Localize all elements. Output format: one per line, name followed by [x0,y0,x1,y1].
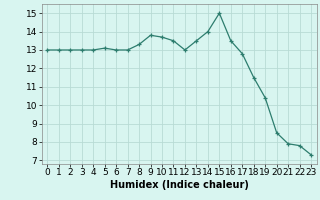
X-axis label: Humidex (Indice chaleur): Humidex (Indice chaleur) [110,180,249,190]
